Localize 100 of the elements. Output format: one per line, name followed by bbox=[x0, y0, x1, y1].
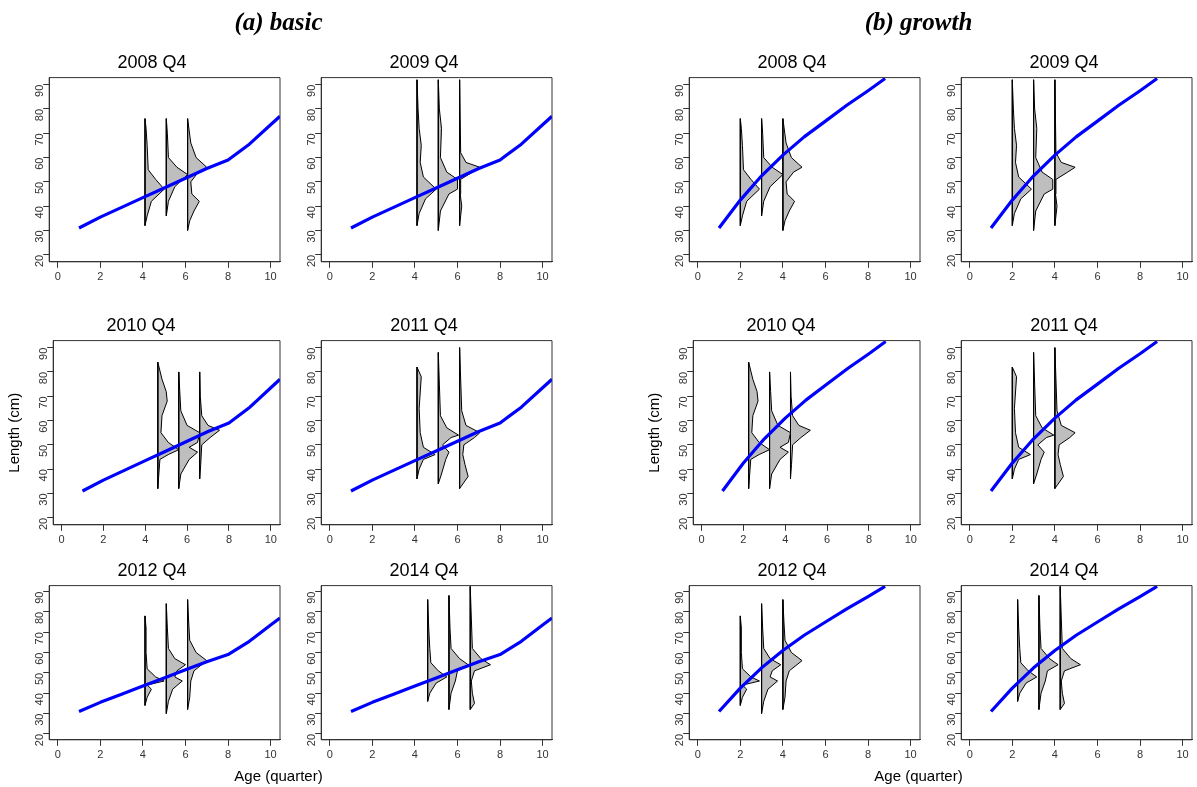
chart-title: 2012 Q4 bbox=[117, 559, 187, 580]
chart-title: 2011 Q4 bbox=[1030, 314, 1098, 335]
y-tick-label: 60 bbox=[33, 157, 46, 170]
y-tick-label: 40 bbox=[673, 206, 686, 219]
y-tick-label: 30 bbox=[33, 713, 46, 726]
y-tick-label: 40 bbox=[305, 469, 318, 482]
y-tick-label: 30 bbox=[305, 493, 318, 506]
x-tick-label: 8 bbox=[1136, 270, 1144, 283]
y-tick-label: 70 bbox=[305, 632, 318, 645]
y-tick-label: 70 bbox=[673, 133, 686, 146]
x-tick-label: 10 bbox=[264, 270, 277, 283]
x-tick-label: 6 bbox=[454, 748, 461, 761]
y-tick-label: 90 bbox=[33, 591, 46, 604]
text: (b) growth bbox=[863, 8, 974, 36]
y-tick-label: 50 bbox=[33, 181, 46, 195]
x-tick-label: 8 bbox=[864, 270, 872, 283]
x-tick-label: 2 bbox=[1009, 533, 1016, 546]
y-tick-label: 70 bbox=[37, 396, 50, 409]
y-tick-label: 50 bbox=[305, 181, 318, 195]
y-tick-label: 70 bbox=[945, 632, 958, 645]
x-tick-label: 2 bbox=[97, 270, 104, 283]
y-tick-label: 30 bbox=[305, 230, 318, 243]
x-tick-label: 4 bbox=[779, 748, 786, 761]
x-tick-label: 10 bbox=[536, 270, 549, 283]
x-tick-label: 0 bbox=[326, 533, 333, 546]
x-tick-label: 8 bbox=[496, 533, 504, 546]
x-tick-label: 8 bbox=[864, 748, 872, 761]
y-tick-label: 20 bbox=[305, 254, 318, 267]
y-tick-label: 40 bbox=[677, 469, 690, 482]
x-tick-label: 0 bbox=[698, 533, 705, 546]
y-tick-label: 80 bbox=[945, 371, 958, 385]
y-tick-label: 20 bbox=[33, 733, 46, 747]
x-tick-label: 0 bbox=[326, 270, 333, 283]
y-tick-label: 50 bbox=[305, 444, 318, 458]
y-tick-label: 70 bbox=[305, 133, 318, 146]
x-tick-label: 0 bbox=[694, 748, 701, 761]
x-tick-label: 8 bbox=[865, 533, 873, 546]
x-tick-label: 0 bbox=[326, 748, 333, 761]
y-tick-label: 90 bbox=[945, 347, 958, 360]
x-tick-label: 6 bbox=[1094, 533, 1101, 546]
y-tick-label: 50 bbox=[945, 444, 958, 458]
y-tick-label: 20 bbox=[945, 517, 958, 530]
y-tick-label: 20 bbox=[945, 254, 958, 267]
x-tick-label: 0 bbox=[54, 270, 61, 283]
x-axis-title: Age (quarter) bbox=[233, 767, 324, 784]
x-tick-label: 2 bbox=[100, 533, 107, 546]
x-tick-label: 6 bbox=[182, 270, 189, 283]
x-tick-label: 8 bbox=[1136, 748, 1144, 761]
y-tick-label: 40 bbox=[305, 693, 318, 706]
x-tick-label: 0 bbox=[966, 270, 973, 283]
x-tick-label: 6 bbox=[822, 270, 829, 283]
x-tick-label: 2 bbox=[369, 533, 376, 546]
y-tick-label: 30 bbox=[677, 493, 690, 506]
y-tick-label: 50 bbox=[673, 672, 686, 686]
y-tick-label: 30 bbox=[945, 230, 958, 243]
x-tick-label: 10 bbox=[1176, 270, 1189, 283]
y-tick-label: 50 bbox=[305, 672, 318, 686]
y-tick-label: 20 bbox=[945, 733, 958, 747]
x-tick-label: 10 bbox=[536, 748, 549, 761]
x-tick-label: 10 bbox=[1176, 748, 1189, 761]
y-tick-label: 60 bbox=[673, 157, 686, 170]
y-tick-label: 70 bbox=[673, 632, 686, 645]
y-tick-label: 60 bbox=[37, 420, 50, 433]
x-tick-label: 0 bbox=[54, 748, 61, 761]
x-tick-label: 6 bbox=[454, 270, 461, 283]
y-tick-label: 80 bbox=[305, 371, 318, 385]
chart-title: 2010 Q4 bbox=[746, 314, 816, 335]
x-tick-label: 8 bbox=[496, 270, 504, 283]
y-tick-label: 80 bbox=[33, 611, 46, 625]
y-tick-label: 60 bbox=[305, 652, 318, 665]
chart-title: 2014 Q4 bbox=[1029, 559, 1099, 580]
x-tick-label: 8 bbox=[225, 533, 233, 546]
x-tick-label: 4 bbox=[411, 270, 418, 283]
y-tick-label: 70 bbox=[305, 396, 318, 409]
y-tick-label: 50 bbox=[677, 444, 690, 458]
y-tick-label: 90 bbox=[305, 347, 318, 360]
x-tick-label: 8 bbox=[496, 748, 504, 761]
x-tick-label: 10 bbox=[536, 533, 549, 546]
x-tick-label: 10 bbox=[904, 748, 917, 761]
y-tick-label: 90 bbox=[33, 84, 46, 97]
chart-title: 2008 Q4 bbox=[117, 51, 187, 72]
chart-title: 2009 Q4 bbox=[1029, 51, 1099, 72]
x-tick-label: 6 bbox=[182, 748, 189, 761]
x-tick-label: 4 bbox=[411, 533, 418, 546]
x-tick-label: 2 bbox=[97, 748, 104, 761]
x-tick-label: 2 bbox=[737, 748, 744, 761]
y-axis-title: Length (cm) bbox=[645, 392, 663, 473]
x-tick-label: 10 bbox=[904, 533, 917, 546]
y-tick-label: 30 bbox=[945, 713, 958, 726]
y-tick-label: 60 bbox=[33, 652, 46, 665]
y-tick-label: 20 bbox=[33, 254, 46, 267]
y-tick-label: 60 bbox=[677, 420, 690, 433]
x-tick-label: 0 bbox=[58, 533, 65, 546]
y-tick-label: 20 bbox=[305, 517, 318, 530]
y-tick-label: 30 bbox=[305, 713, 318, 726]
x-tick-label: 6 bbox=[1094, 748, 1101, 761]
x-tick-label: 6 bbox=[1094, 270, 1101, 283]
y-tick-label: 40 bbox=[673, 693, 686, 706]
x-tick-label: 4 bbox=[1051, 270, 1058, 283]
y-tick-label: 80 bbox=[37, 371, 50, 385]
